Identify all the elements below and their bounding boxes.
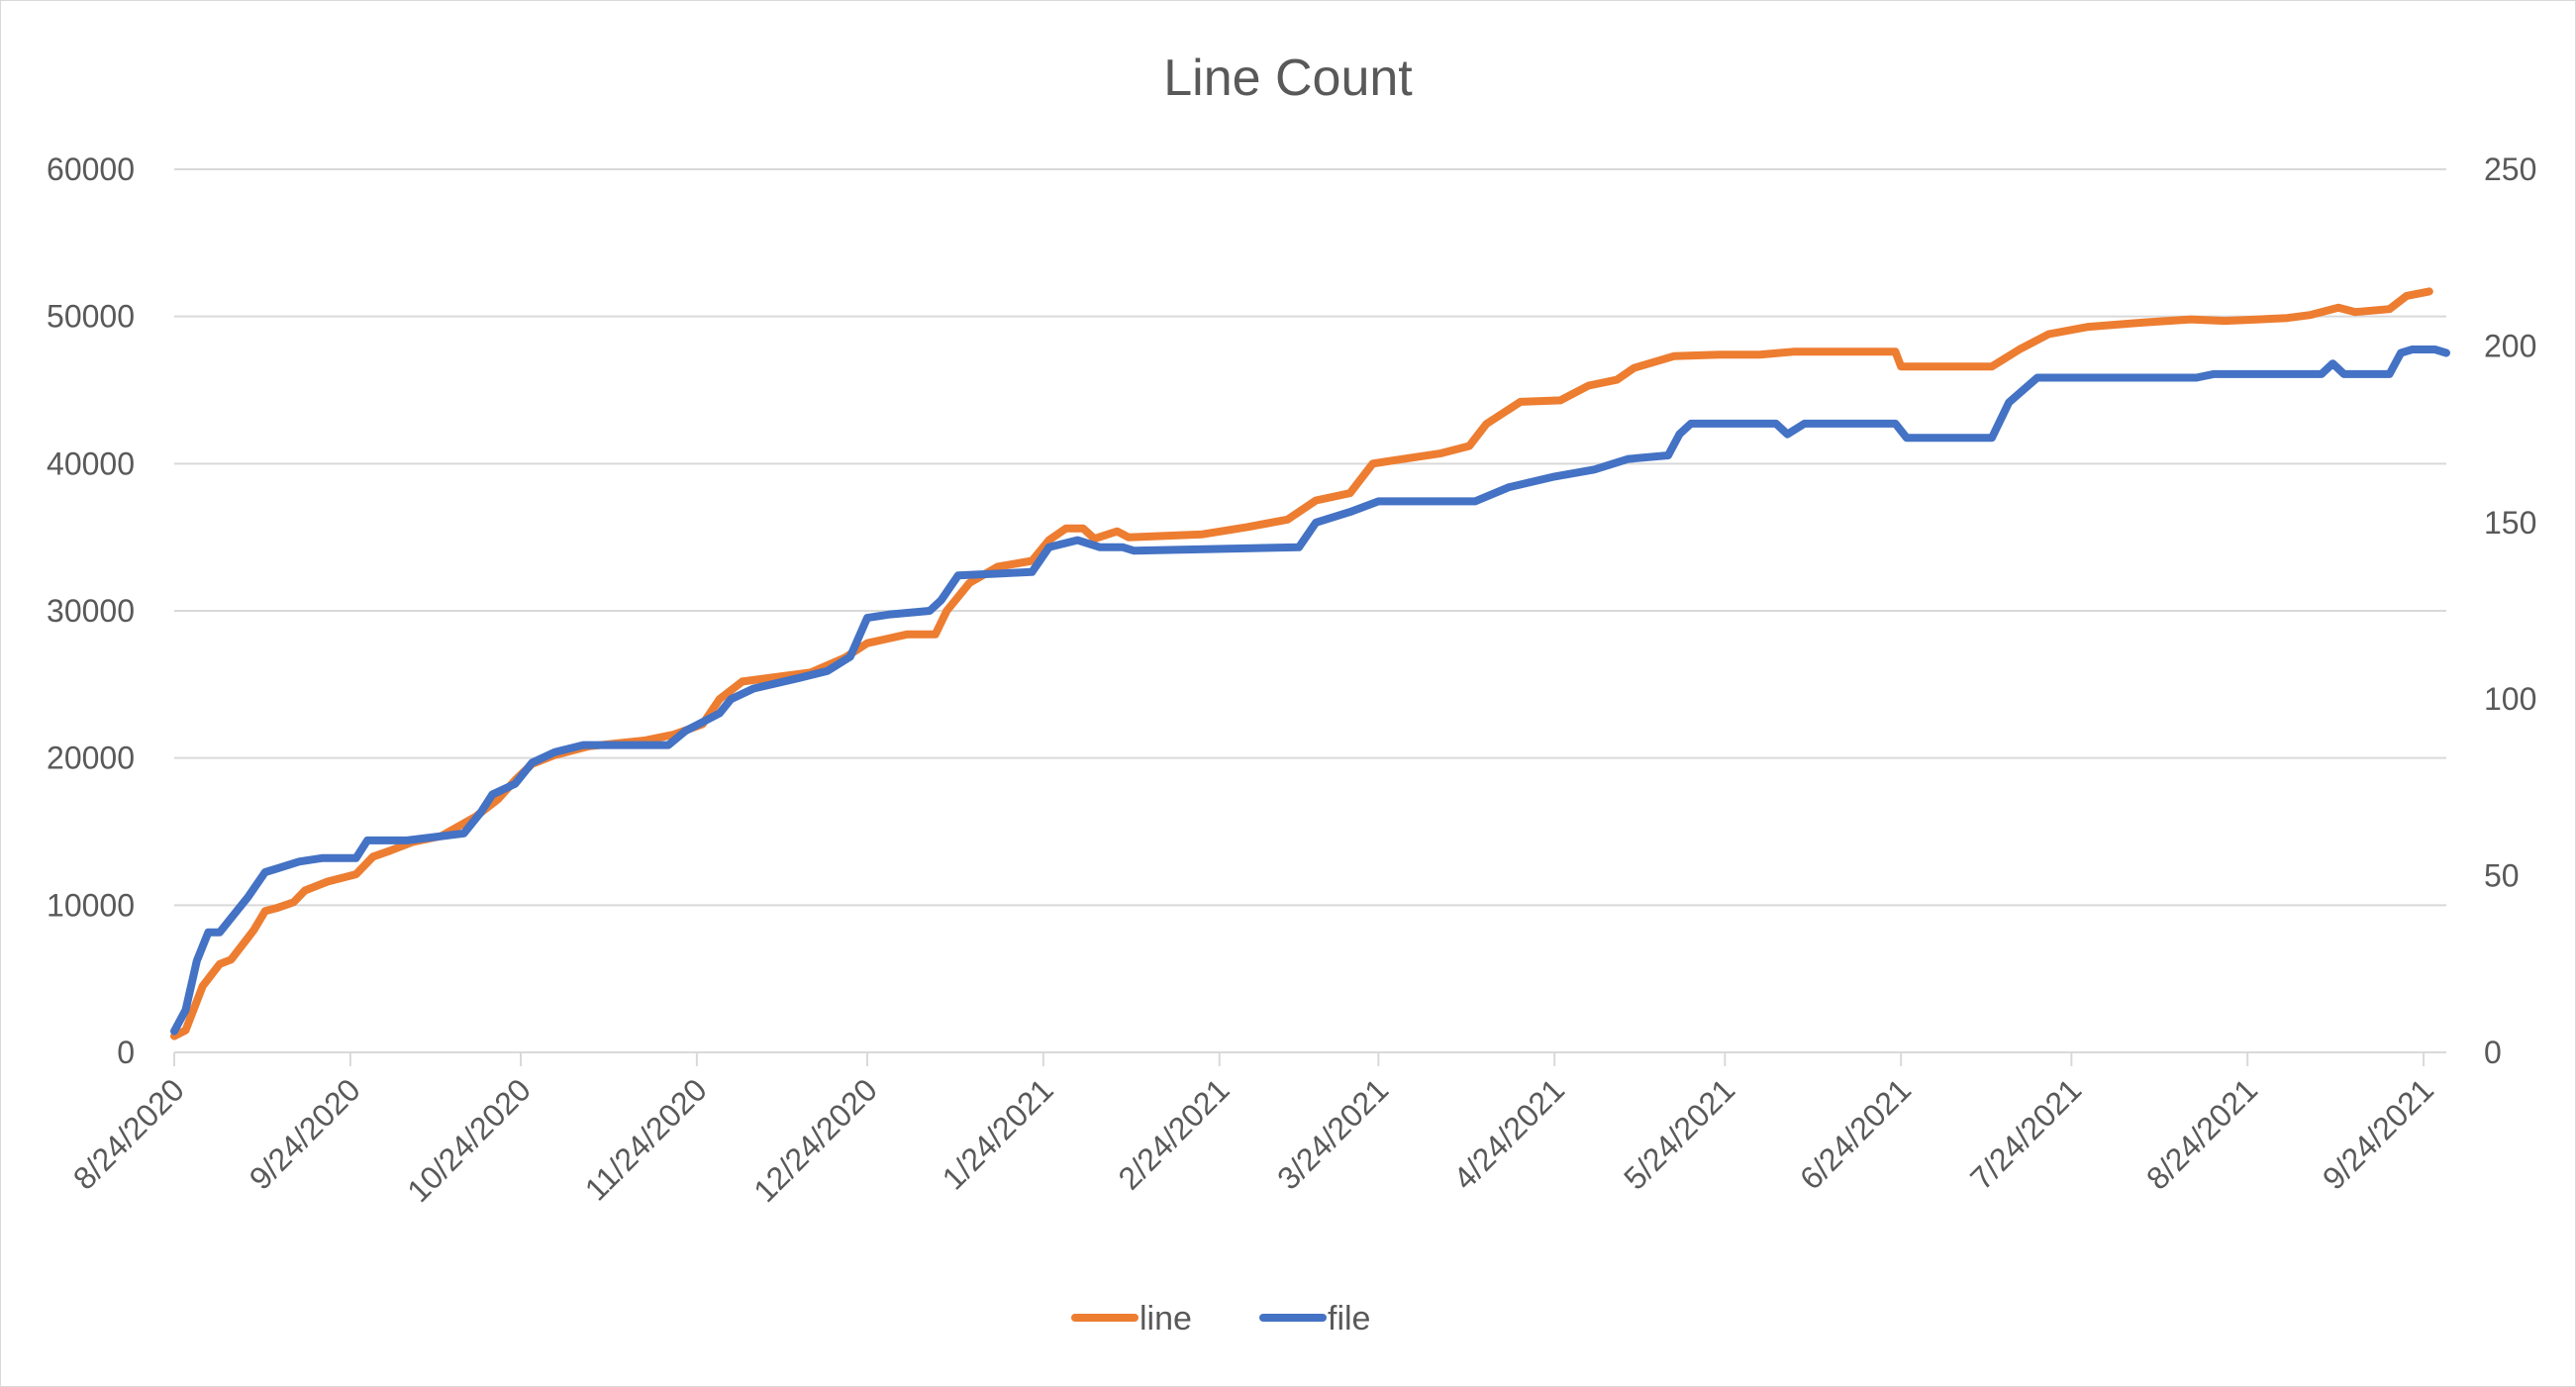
series-line-file: [170, 346, 2450, 1036]
left-tick-label-5: 50000: [47, 299, 135, 335]
right-tick-label-3: 150: [2484, 505, 2536, 541]
right-tick-label-2: 100: [2484, 681, 2536, 717]
legend-label-line: line: [1139, 1300, 1192, 1337]
left-tick-label-1: 10000: [47, 887, 135, 923]
x-axis-ticks: 8/24/2020 9/24/2020 10/24/2020 11/24/2020 12…: [66, 1052, 2440, 1209]
x-tick-label-13: 9/24/2021: [2316, 1071, 2440, 1196]
right-tick-label-1: 50: [2484, 858, 2520, 894]
gridlines: [174, 168, 2446, 1053]
left-tick-label-0: 0: [117, 1035, 135, 1070]
left-tick-label-3: 30000: [47, 593, 135, 629]
x-tick-label-2: 10/24/2020: [400, 1071, 538, 1209]
x-tick-label-8: 4/24/2021: [1446, 1071, 1571, 1196]
series-line-line: [170, 287, 2433, 1040]
x-tick-label-6: 2/24/2021: [1112, 1071, 1237, 1196]
right-tick-label-4: 200: [2484, 328, 2536, 363]
x-tick-label-0: 8/24/2020: [66, 1071, 191, 1196]
x-tick-label-12: 8/24/2021: [2139, 1071, 2264, 1196]
x-tick-label-9: 5/24/2021: [1617, 1071, 1741, 1196]
x-tick-label-1: 9/24/2020: [243, 1071, 367, 1196]
right-axis-ticks: 0 50 100 150 200 250: [2484, 151, 2536, 1070]
x-tick-label-7: 3/24/2021: [1270, 1071, 1395, 1196]
x-tick-label-5: 1/24/2021: [936, 1071, 1060, 1196]
legend: line file: [1071, 1300, 1370, 1337]
right-tick-label-5: 250: [2484, 151, 2536, 187]
left-axis-ticks: 0 10000 20000 30000 40000 50000 60000: [47, 151, 135, 1070]
x-tick-label-3: 11/24/2020: [578, 1071, 714, 1207]
x-tick-label-10: 6/24/2021: [1793, 1071, 1918, 1196]
left-tick-label-2: 20000: [47, 741, 135, 776]
right-tick-label-0: 0: [2484, 1035, 2502, 1070]
x-tick-label-4: 12/24/2020: [746, 1071, 884, 1209]
x-tick-label-11: 7/24/2021: [1963, 1071, 2088, 1196]
chart-title: Line Count: [1163, 50, 1413, 107]
series-lines: [170, 287, 2450, 1040]
legend-label-file: file: [1328, 1300, 1370, 1337]
left-tick-label-4: 40000: [47, 446, 135, 481]
left-tick-label-6: 60000: [47, 151, 135, 187]
